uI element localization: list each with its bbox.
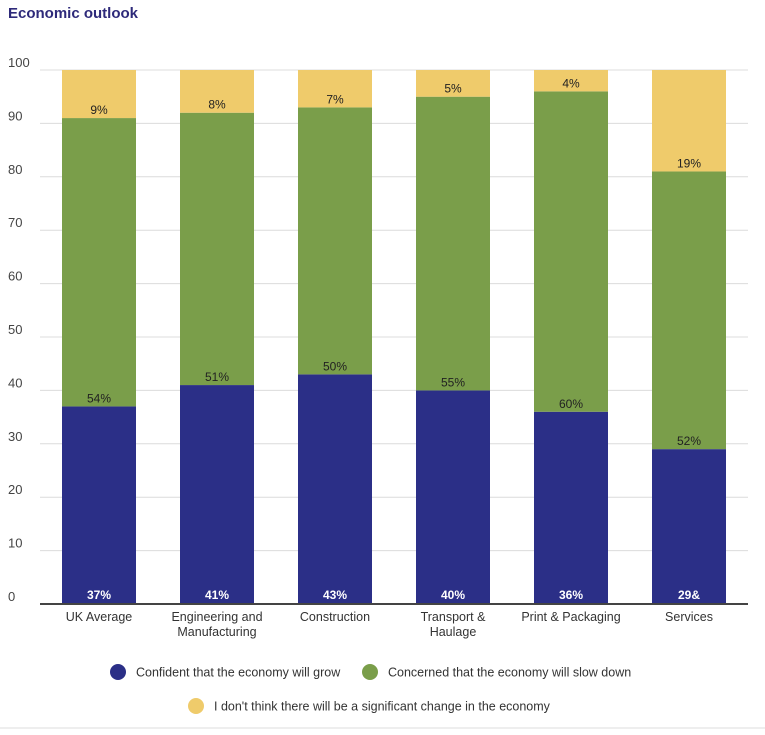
bar-segment xyxy=(298,70,372,108)
legend-marker xyxy=(110,664,126,680)
bar-segment xyxy=(180,70,254,113)
data-label: 43% xyxy=(323,588,347,602)
legend-label: Confident that the economy will grow xyxy=(136,666,341,680)
bar-segment xyxy=(298,374,372,604)
x-tick-label: Print & Packaging xyxy=(521,610,620,624)
data-label: 7% xyxy=(326,92,344,106)
y-tick-label: 40 xyxy=(8,375,22,390)
data-label: 29& xyxy=(678,588,700,602)
x-tick-label: UK Average xyxy=(66,610,133,624)
x-tick-label: Engineering and xyxy=(171,610,262,624)
y-tick-label: 60 xyxy=(8,269,22,284)
bar-segment xyxy=(62,406,136,604)
x-tick-label: Construction xyxy=(300,610,370,624)
y-tick-label: 50 xyxy=(8,322,22,337)
x-tick-label: Transport & xyxy=(421,610,487,624)
chart-title: Economic outlook xyxy=(8,5,139,22)
bar-segment xyxy=(62,70,136,119)
data-label: 40% xyxy=(441,588,465,602)
data-label: 60% xyxy=(559,397,583,411)
x-tick-label: Manufacturing xyxy=(177,625,256,639)
bar-segment xyxy=(416,96,490,391)
y-tick-label: 70 xyxy=(8,215,22,230)
y-tick-label: 0 xyxy=(8,589,15,604)
y-tick-label: 80 xyxy=(8,162,22,177)
legend-label: I don't think there will be a significan… xyxy=(214,700,551,714)
y-tick-label: 10 xyxy=(8,536,22,551)
bar-segment xyxy=(180,385,254,604)
data-label: 51% xyxy=(205,370,229,384)
bar-segment xyxy=(298,107,372,375)
bar-segment xyxy=(416,390,490,604)
bar-segment xyxy=(416,70,490,97)
y-tick-label: 90 xyxy=(8,108,22,123)
data-label: 36% xyxy=(559,588,583,602)
legend-marker xyxy=(362,664,378,680)
data-label: 50% xyxy=(323,359,347,373)
y-tick-label: 20 xyxy=(8,482,22,497)
bar-segment xyxy=(534,91,608,412)
data-label: 52% xyxy=(677,434,701,448)
y-tick-label: 30 xyxy=(8,429,22,444)
data-label: 37% xyxy=(87,588,111,602)
bar-segment xyxy=(652,171,726,450)
bar-segment xyxy=(534,411,608,604)
bar-segment xyxy=(534,70,608,92)
data-label: 55% xyxy=(441,375,465,389)
data-label: 9% xyxy=(90,103,108,117)
data-label: 5% xyxy=(444,82,462,96)
y-tick-label: 100 xyxy=(8,55,30,70)
legend-marker xyxy=(188,698,204,714)
x-tick-label: Haulage xyxy=(430,625,477,639)
bar-segment xyxy=(652,449,726,604)
data-label: 41% xyxy=(205,588,229,602)
data-label: 8% xyxy=(208,98,226,112)
bar-segment xyxy=(62,118,136,407)
bar-segment xyxy=(180,112,254,386)
data-label: 4% xyxy=(562,76,580,90)
data-label: 19% xyxy=(677,156,701,170)
data-label: 54% xyxy=(87,391,111,405)
legend-label: Concerned that the economy will slow dow… xyxy=(388,666,631,680)
x-tick-label: Services xyxy=(665,610,713,624)
bar-segment xyxy=(652,70,726,172)
